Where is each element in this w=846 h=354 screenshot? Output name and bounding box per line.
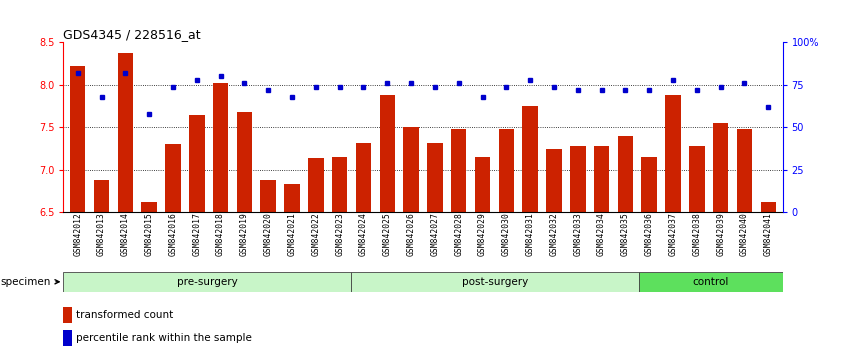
- Text: GSM842027: GSM842027: [431, 212, 439, 256]
- Text: GSM842013: GSM842013: [97, 212, 106, 256]
- Bar: [261, 180, 276, 212]
- Bar: [308, 158, 323, 212]
- Bar: [427, 143, 442, 212]
- Bar: [713, 123, 728, 212]
- Bar: [641, 157, 657, 212]
- Bar: [63, 307, 72, 323]
- Text: GSM842024: GSM842024: [359, 212, 368, 256]
- Text: GSM842017: GSM842017: [192, 212, 201, 256]
- Bar: [737, 129, 752, 212]
- Text: percentile rank within the sample: percentile rank within the sample: [76, 332, 252, 343]
- FancyBboxPatch shape: [351, 272, 639, 292]
- Text: control: control: [693, 277, 728, 287]
- Bar: [70, 66, 85, 212]
- Bar: [451, 129, 466, 212]
- Bar: [213, 83, 228, 212]
- Text: GSM842026: GSM842026: [407, 212, 415, 256]
- Bar: [761, 202, 776, 212]
- Bar: [94, 180, 109, 212]
- Text: GSM842034: GSM842034: [597, 212, 606, 256]
- Bar: [380, 95, 395, 212]
- Bar: [523, 106, 538, 212]
- Text: GSM842016: GSM842016: [168, 212, 178, 256]
- Bar: [547, 149, 562, 212]
- Text: specimen: specimen: [0, 277, 59, 287]
- Text: GSM842014: GSM842014: [121, 212, 129, 256]
- Text: GSM842030: GSM842030: [502, 212, 511, 256]
- Text: GSM842019: GSM842019: [240, 212, 249, 256]
- Text: GSM842032: GSM842032: [549, 212, 558, 256]
- Bar: [498, 129, 514, 212]
- Text: pre-surgery: pre-surgery: [177, 277, 238, 287]
- Bar: [570, 146, 585, 212]
- Text: GSM842037: GSM842037: [668, 212, 678, 256]
- Bar: [618, 136, 633, 212]
- Bar: [475, 157, 491, 212]
- Text: GSM842020: GSM842020: [264, 212, 272, 256]
- Text: GSM842018: GSM842018: [216, 212, 225, 256]
- Bar: [237, 112, 252, 212]
- Bar: [332, 157, 348, 212]
- Text: GDS4345 / 228516_at: GDS4345 / 228516_at: [63, 28, 201, 41]
- Text: GSM842023: GSM842023: [335, 212, 344, 256]
- Text: GSM842012: GSM842012: [74, 212, 82, 256]
- Bar: [63, 330, 72, 346]
- FancyBboxPatch shape: [63, 272, 351, 292]
- Text: GSM842028: GSM842028: [454, 212, 464, 256]
- Bar: [404, 127, 419, 212]
- Text: GSM842029: GSM842029: [478, 212, 487, 256]
- Bar: [665, 95, 681, 212]
- Text: GSM842025: GSM842025: [382, 212, 392, 256]
- Text: GSM842036: GSM842036: [645, 212, 654, 256]
- Text: GSM842040: GSM842040: [740, 212, 749, 256]
- Bar: [355, 143, 371, 212]
- Bar: [141, 202, 157, 212]
- Text: GSM842021: GSM842021: [288, 212, 297, 256]
- Text: post-surgery: post-surgery: [462, 277, 528, 287]
- Text: GSM842031: GSM842031: [525, 212, 535, 256]
- Text: GSM842015: GSM842015: [145, 212, 154, 256]
- Text: GSM842022: GSM842022: [311, 212, 321, 256]
- Text: transformed count: transformed count: [76, 310, 173, 320]
- Bar: [189, 115, 205, 212]
- Bar: [689, 146, 705, 212]
- Bar: [284, 184, 299, 212]
- Bar: [118, 53, 133, 212]
- Bar: [165, 144, 181, 212]
- Bar: [594, 146, 609, 212]
- Text: GSM842038: GSM842038: [692, 212, 701, 256]
- Text: GSM842035: GSM842035: [621, 212, 630, 256]
- Text: GSM842039: GSM842039: [717, 212, 725, 256]
- FancyBboxPatch shape: [639, 272, 783, 292]
- Text: GSM842033: GSM842033: [574, 212, 582, 256]
- Text: GSM842041: GSM842041: [764, 212, 772, 256]
